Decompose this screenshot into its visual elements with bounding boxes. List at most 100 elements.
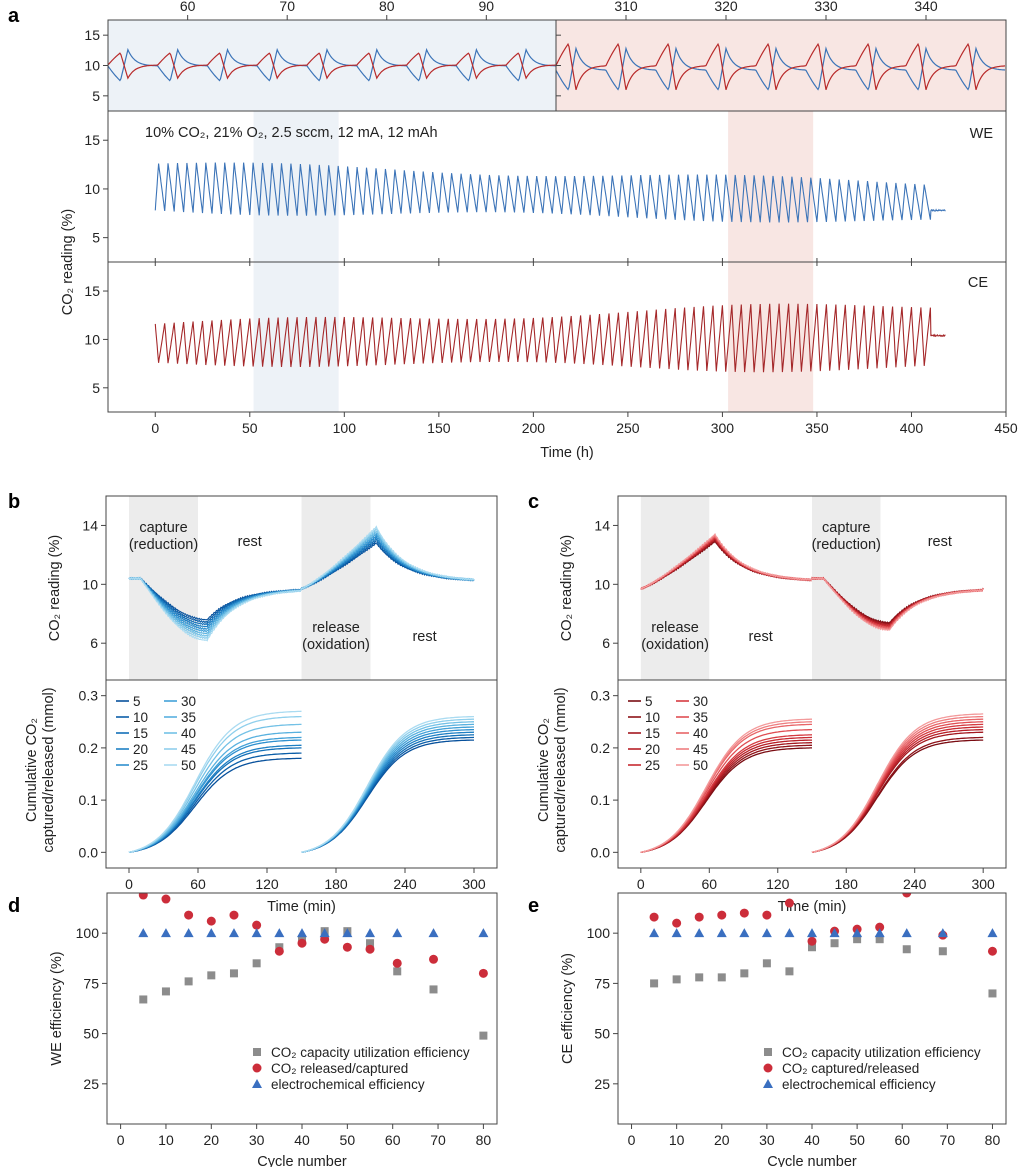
e-x-tick-label: 60 xyxy=(894,1132,910,1148)
e-point-square xyxy=(673,975,681,983)
c-top-y-tick-label: 14 xyxy=(594,517,610,533)
d-x-tick-label: 60 xyxy=(385,1132,401,1148)
d-x-tick-label: 30 xyxy=(249,1132,265,1148)
e-point-circle xyxy=(672,919,681,928)
x-tick-label: 350 xyxy=(805,420,829,436)
c-x-tick-label: 180 xyxy=(835,876,859,892)
d-y-tick-label: 100 xyxy=(76,925,100,941)
b-legend-label: 25 xyxy=(133,758,148,773)
c-bottom-y-tick-label: 0.2 xyxy=(591,740,611,756)
c-bottom-y-tick-label: 0.0 xyxy=(591,844,611,860)
zoom-top-tick-label: 80 xyxy=(379,0,395,14)
b-cumulative-trace xyxy=(302,724,475,852)
e-legend-label: electrochemical efficiency xyxy=(782,1077,936,1092)
c-cumulative-trace xyxy=(812,724,983,852)
e-point-circle xyxy=(988,947,997,956)
d-y-axis-label: WE efficiency (%) xyxy=(49,951,65,1065)
c-cumulative-trace xyxy=(812,730,983,853)
zoom-top-tick-label: 70 xyxy=(279,0,295,14)
y-tick-label: 10 xyxy=(84,331,100,347)
b-bottom-y-tick-label: 0.3 xyxy=(79,688,99,704)
d-point-circle xyxy=(366,945,375,954)
panel-letter-e: e xyxy=(528,895,539,917)
d-point-square xyxy=(162,987,170,995)
e-point-circle xyxy=(785,899,794,908)
e-point-circle xyxy=(650,913,659,922)
c-x-tick-label: 0 xyxy=(637,876,645,892)
x-tick-label: 250 xyxy=(616,420,640,436)
e-y-tick-label: 100 xyxy=(587,925,611,941)
zoom-top-tick-label: 320 xyxy=(714,0,738,14)
e-point-triangle xyxy=(717,928,727,937)
c-cumulative-trace xyxy=(812,717,983,853)
e-x-axis-label: Cycle number xyxy=(767,1154,857,1167)
d-point-triangle xyxy=(184,928,194,937)
x-tick-label: 100 xyxy=(333,420,357,436)
zoom-y-tick-label: 15 xyxy=(84,27,100,43)
d-x-tick-label: 0 xyxy=(117,1132,125,1148)
e-x-tick-label: 80 xyxy=(985,1132,1001,1148)
e-x-tick-label: 0 xyxy=(628,1132,636,1148)
d-point-triangle xyxy=(161,928,171,937)
b-cumulative-trace xyxy=(302,730,475,853)
e-point-circle xyxy=(740,909,749,918)
c-rest-label: rest xyxy=(928,534,952,550)
e-point-square xyxy=(988,989,996,997)
c-legend-label: 50 xyxy=(693,758,708,773)
c-cumulative-trace xyxy=(641,735,812,853)
c-legend-label: 30 xyxy=(693,694,708,709)
b-legend-label: 10 xyxy=(133,710,148,725)
b-cumulative-trace xyxy=(129,745,302,852)
c-legend-label: 25 xyxy=(645,758,660,773)
e-legend-label: CO₂ capacity utilization efficiency xyxy=(782,1045,981,1060)
d-x-tick-label: 70 xyxy=(430,1132,446,1148)
zoom-y-tick-label: 10 xyxy=(84,58,100,74)
c-legend-label: 5 xyxy=(645,694,653,709)
d-y-tick-label: 50 xyxy=(83,1026,99,1042)
b-legend-label: 30 xyxy=(181,694,196,709)
c-region-label: (oxidation) xyxy=(641,637,709,653)
c-cumulative-trace xyxy=(641,748,812,852)
d-point-triangle xyxy=(478,928,488,937)
d-point-triangle xyxy=(297,928,307,937)
c-region-label: release xyxy=(651,620,699,636)
b-bottom-y-tick-label: 0.2 xyxy=(79,740,99,756)
b-x-tick-label: 120 xyxy=(255,876,279,892)
e-legend-label: CO₂ captured/released xyxy=(782,1061,919,1076)
y-tick-label: 15 xyxy=(84,132,100,148)
b-legend-label: 40 xyxy=(181,726,196,741)
x-tick-label: 400 xyxy=(900,420,924,436)
e-point-circle xyxy=(762,911,771,920)
e-point-triangle xyxy=(672,928,682,937)
y-tick-label: 15 xyxy=(84,283,100,299)
e-y-axis-label: CE efficiency (%) xyxy=(560,953,576,1064)
e-point-square xyxy=(903,945,911,953)
d-x-axis-label: Cycle number xyxy=(257,1154,347,1167)
y-tick-label: 5 xyxy=(92,230,100,246)
c-legend-label: 15 xyxy=(645,726,660,741)
ce-label: CE xyxy=(968,275,988,291)
e-point-triangle xyxy=(987,928,997,937)
d-point-square xyxy=(430,985,438,993)
c-region-label: capture xyxy=(822,520,870,536)
c-bottom-y-axis-label-1: Cumulative CO₂ xyxy=(536,718,552,822)
x-tick-label: 50 xyxy=(242,420,258,436)
b-cumulative-trace xyxy=(302,732,475,852)
e-point-triangle xyxy=(739,928,749,937)
c-cumulative-trace xyxy=(641,730,812,853)
e-x-tick-label: 40 xyxy=(804,1132,820,1148)
b-top-y-axis-label: CO₂ reading (%) xyxy=(47,535,63,641)
x-axis-label: Time (h) xyxy=(540,445,593,461)
e-x-tick-label: 30 xyxy=(759,1132,775,1148)
b-top-y-tick-label: 10 xyxy=(82,576,98,592)
d-point-square xyxy=(253,959,261,967)
figure-canvas: ab cd e60 70 80 90 310 320 330 340151051510515105… xyxy=(0,0,1029,1167)
c-rest-label: rest xyxy=(749,629,773,645)
d-y-tick-label: 75 xyxy=(83,975,99,991)
y-tick-label: 10 xyxy=(84,181,100,197)
e-point-square xyxy=(740,969,748,977)
d-legend-label: CO₂ released/captured xyxy=(271,1061,408,1076)
panel-letter-a: a xyxy=(8,5,20,27)
e-point-square xyxy=(831,939,839,947)
b-x-tick-label: 60 xyxy=(190,876,206,892)
